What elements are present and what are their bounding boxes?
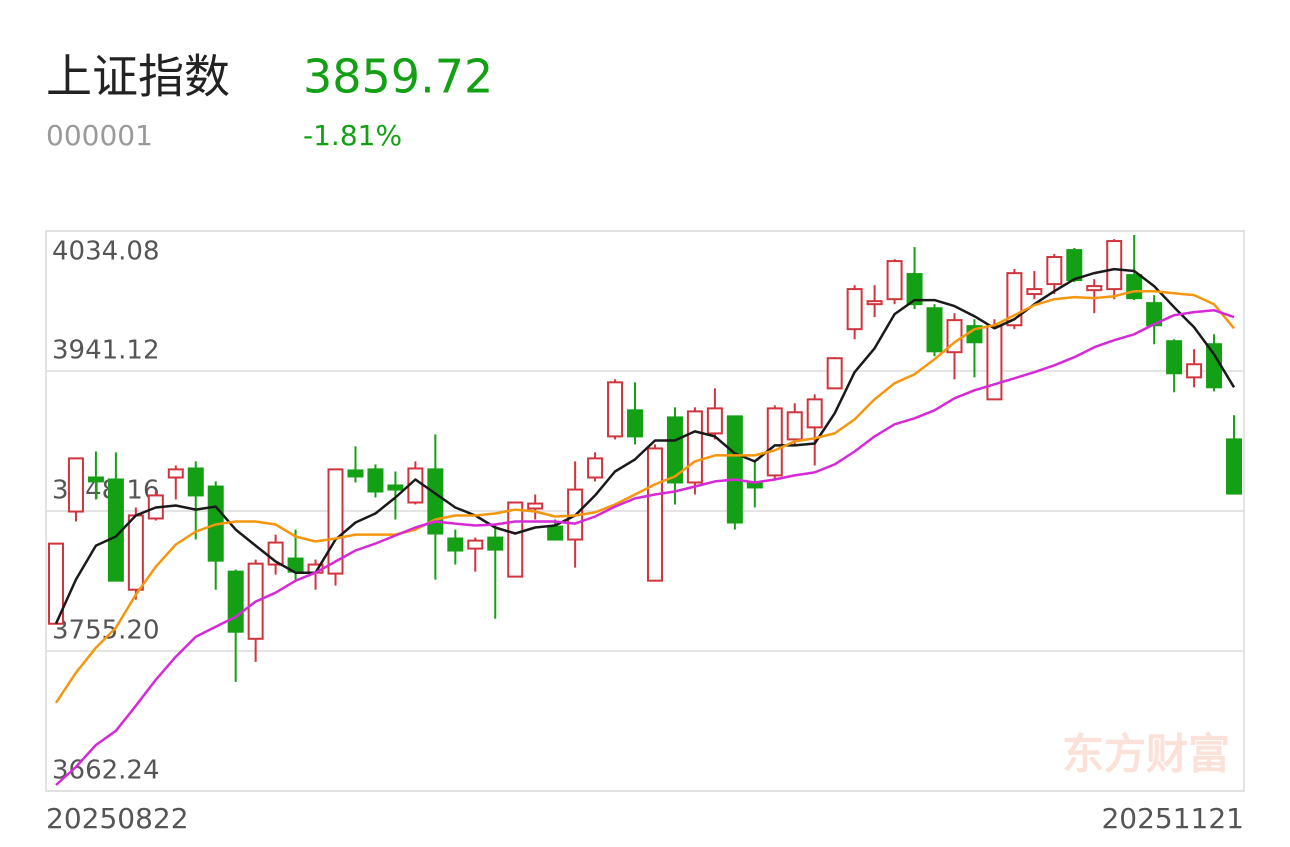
candle-body [467, 539, 484, 550]
candle-body [507, 501, 524, 578]
candle-body [1086, 285, 1103, 292]
candle-body [427, 468, 444, 535]
candle-body [886, 260, 903, 301]
candle-body [986, 325, 1003, 401]
candle-body [447, 537, 464, 552]
candle-body [786, 411, 803, 441]
candle-body [726, 415, 743, 524]
candle-body [347, 469, 364, 478]
candle-body [187, 467, 204, 497]
candle-body [846, 288, 863, 331]
candle-body [746, 482, 763, 489]
moving-average-line [54, 289, 1235, 704]
index-change: -1.81% [303, 119, 402, 152]
candle-body [627, 409, 644, 438]
index-name: 上证指数 [46, 50, 230, 104]
candle-body [587, 457, 604, 479]
candle-body [906, 273, 923, 306]
candle-body [1106, 240, 1123, 291]
y-tick-label: 3755.20 [52, 616, 160, 646]
candle-body [127, 514, 144, 591]
candle-body [1066, 249, 1083, 282]
x-tick-label: 20250822 [46, 802, 189, 835]
candle-body [806, 398, 823, 429]
candle-body [1026, 288, 1043, 296]
candle-body [47, 542, 64, 625]
candle-body [706, 407, 723, 435]
x-tick-label: 20251121 [1101, 802, 1244, 835]
candle-body [387, 484, 404, 491]
moving-average-line [54, 267, 1236, 625]
candle-body [866, 300, 883, 306]
candle-body [1126, 274, 1143, 300]
candle-body [826, 357, 843, 390]
candle-body [547, 525, 564, 541]
candle-body [487, 536, 504, 551]
y-tick-label: 3662.24 [52, 756, 160, 786]
candle-body [926, 307, 943, 353]
candle-body [1226, 438, 1243, 495]
candle-body [527, 502, 544, 510]
candle-body [167, 468, 184, 479]
y-tick-label: 3941.12 [52, 336, 160, 366]
candle-body [367, 468, 384, 493]
y-tick-label: 4034.08 [52, 237, 160, 267]
index-price: 3859.72 [303, 50, 493, 104]
candle-body [87, 476, 104, 483]
candle-body [666, 416, 683, 484]
candle-body [607, 381, 624, 438]
index-code: 000001 [46, 119, 153, 152]
moving-average-line [55, 308, 1235, 786]
candle-body [1206, 343, 1223, 389]
candle-body [766, 407, 783, 477]
candle-body [646, 447, 663, 582]
candle-body [686, 410, 703, 484]
watermark: 东方财富 [1062, 730, 1230, 779]
candle-body [1046, 256, 1063, 286]
candle-body [1186, 363, 1203, 379]
candle-body [1166, 340, 1183, 375]
candle-body [227, 570, 244, 633]
candle-body [67, 457, 84, 513]
